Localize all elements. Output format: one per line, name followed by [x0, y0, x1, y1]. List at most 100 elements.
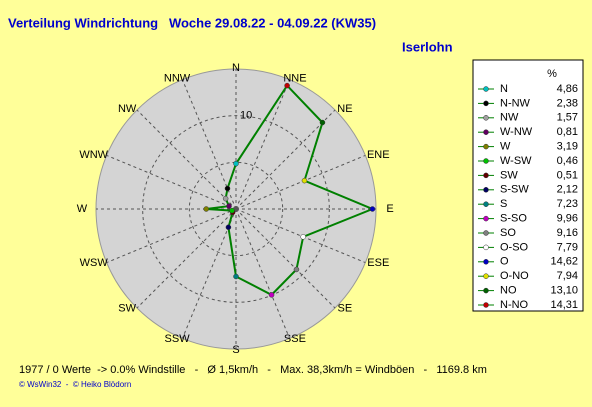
- legend-label: N: [500, 83, 508, 95]
- chart-subtitle: Iserlohn: [402, 39, 453, 54]
- point: [319, 119, 326, 126]
- legend-value: 14,31: [550, 299, 578, 311]
- legend-marker: [483, 158, 489, 164]
- grid-ring: [142, 115, 330, 303]
- legend-marker: [483, 115, 489, 121]
- point: [293, 266, 300, 273]
- credits: © WsWin32 - © Heiko Blödorn: [19, 380, 131, 389]
- legend-label: NO: [500, 285, 517, 297]
- axis-label: SSE: [284, 333, 306, 345]
- legend-value: 13,10: [550, 285, 578, 297]
- axis-label: SSW: [165, 333, 191, 345]
- legend-marker: [483, 244, 489, 251]
- legend-value: 3,19: [557, 141, 578, 153]
- legend-value: 0,46: [557, 155, 578, 167]
- legend-value: 0,51: [557, 169, 578, 181]
- legend-label: NW: [500, 112, 519, 124]
- axis-label: ENE: [367, 149, 390, 161]
- axis-label: SW: [118, 303, 136, 315]
- spoke: [235, 208, 336, 309]
- point: [226, 203, 232, 209]
- legend-marker: [483, 187, 489, 193]
- spoke: [181, 79, 237, 210]
- r-tick-label: 10: [240, 110, 252, 122]
- spoke: [106, 154, 237, 210]
- point: [300, 234, 306, 240]
- spoke: [136, 109, 237, 210]
- legend-label: SO: [500, 227, 516, 239]
- legend-label: SW: [500, 169, 518, 181]
- legend-marker: [483, 143, 489, 150]
- point: [222, 195, 229, 202]
- legend-value: 7,23: [557, 198, 578, 210]
- axis-label: WSW: [80, 257, 109, 269]
- legend-label: O-SO: [500, 241, 529, 253]
- axis-label: S: [232, 344, 239, 356]
- legend-label: S-SW: [500, 184, 529, 196]
- legend-value: 9,16: [557, 227, 578, 239]
- axis-label: SE: [338, 303, 353, 315]
- legend-marker: [483, 273, 489, 279]
- axis-label: WNW: [79, 149, 108, 161]
- legend-box: [472, 59, 584, 312]
- point: [229, 207, 235, 214]
- point: [268, 292, 275, 298]
- spoke: [181, 208, 237, 339]
- point: [284, 82, 290, 89]
- point: [203, 206, 209, 212]
- legend-value: 2,38: [557, 97, 578, 109]
- point: [301, 177, 308, 184]
- grid-ring: [188, 161, 284, 257]
- legend-label: O: [500, 256, 509, 268]
- legend-label: O-NO: [500, 270, 529, 282]
- spoke: [136, 208, 237, 309]
- point: [225, 224, 232, 231]
- axis-label: NE: [337, 103, 352, 115]
- axis-label: E: [386, 203, 393, 215]
- axis-label: N: [232, 62, 240, 74]
- legend-value: 0,81: [557, 126, 578, 138]
- legend-marker: [483, 287, 489, 294]
- legend-value: 14,62: [550, 256, 578, 268]
- legend-label: S-SO: [500, 213, 527, 225]
- spoke: [106, 208, 237, 264]
- legend-marker: [483, 302, 489, 308]
- legend-value: 9,96: [557, 213, 578, 225]
- legend-marker: [483, 201, 489, 207]
- spoke: [235, 208, 366, 264]
- legend-marker: [483, 129, 489, 135]
- legend-label: W-SW: [500, 155, 532, 167]
- point: [224, 185, 231, 192]
- point: [233, 160, 239, 167]
- point: [369, 206, 376, 212]
- spoke: [235, 79, 291, 210]
- legend-value: 4,86: [557, 83, 578, 95]
- axis-label: NNE: [283, 73, 306, 85]
- legend-value: 1,57: [557, 112, 578, 124]
- spoke: [235, 109, 336, 210]
- spoke: [235, 154, 366, 210]
- point: [233, 273, 239, 280]
- legend-label: N-NO: [500, 299, 529, 311]
- legend-value: 7,94: [557, 270, 578, 282]
- legend-header: %: [547, 68, 557, 80]
- spoke: [235, 208, 291, 339]
- legend-marker: [483, 172, 489, 179]
- legend-marker: [483, 230, 489, 236]
- legend-label: S: [500, 198, 507, 210]
- legend-label: W-NW: [500, 126, 533, 138]
- legend-value: 2,12: [557, 184, 578, 196]
- axis-label: W: [77, 203, 88, 215]
- footer: 1977 / 0 Werte -> 0.0% Windstille - Ø 1,…: [19, 364, 487, 376]
- chart-title: Verteilung Windrichtung Woche 29.08.22 -…: [8, 15, 376, 30]
- legend-label: W: [500, 141, 511, 153]
- axis-label: NNW: [164, 73, 191, 85]
- legend-marker: [483, 215, 489, 222]
- legend-marker: [483, 100, 489, 107]
- legend-label: N-NW: [500, 97, 531, 109]
- legend-value: 7,79: [557, 241, 578, 253]
- legend-marker: [483, 259, 489, 265]
- axis-label: NW: [118, 103, 137, 115]
- axis-label: ESE: [367, 257, 389, 269]
